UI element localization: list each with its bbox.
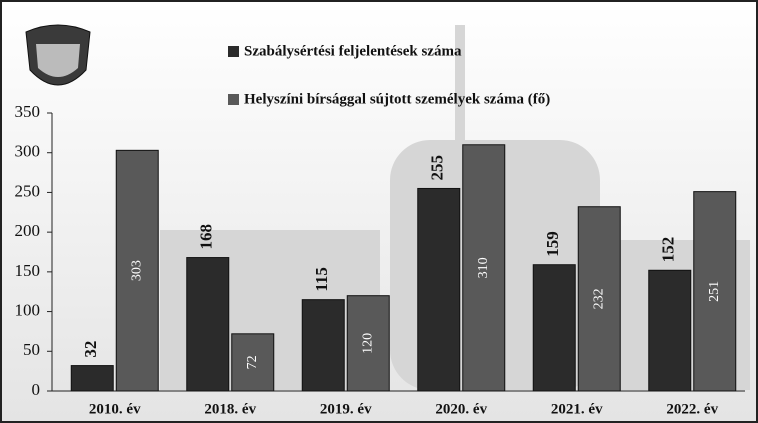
x-tick-label: 2019. év [320, 401, 372, 417]
y-tick-label: 200 [15, 221, 41, 240]
value-label: 120 [360, 333, 375, 354]
x-tick-label: 2020. év [435, 401, 487, 417]
chart: Szabálysértési feljelentések száma Helysz… [0, 0, 758, 423]
y-tick-label: 100 [15, 300, 41, 319]
value-label: 255 [428, 155, 447, 181]
x-tick-label: 2021. év [551, 401, 603, 417]
value-label: 232 [591, 288, 606, 309]
legend-label: Szabálysértési feljelentések száma [244, 43, 462, 59]
value-label: 303 [129, 260, 144, 281]
value-label: 152 [659, 237, 678, 263]
y-tick-label: 0 [32, 380, 41, 399]
value-label: 251 [707, 281, 722, 302]
value-label: 115 [312, 267, 331, 292]
bar [649, 270, 691, 391]
value-label: 310 [476, 257, 491, 278]
value-label: 72 [245, 355, 260, 369]
bar [187, 258, 229, 391]
page: Szabálysértési feljelentések száma Helysz… [0, 0, 758, 423]
y-tick-label: 300 [15, 142, 41, 161]
value-label: 32 [81, 341, 100, 358]
legend-swatch [228, 46, 239, 57]
bar [418, 188, 460, 391]
legend-swatch [228, 94, 239, 105]
bar [533, 265, 575, 391]
x-tick-label: 2018. év [204, 401, 256, 417]
y-tick-label: 250 [15, 181, 41, 200]
bar [302, 300, 344, 391]
legend-label: Helyszíni bírsággal sújtott személyek sz… [244, 91, 550, 107]
y-tick-label: 350 [15, 102, 41, 121]
y-tick-label: 50 [23, 340, 40, 359]
bar [71, 366, 113, 391]
x-tick-label: 2022. év [666, 401, 718, 417]
y-tick-label: 150 [15, 261, 41, 280]
value-label: 168 [197, 224, 216, 250]
x-tick-label: 2010. év [89, 401, 141, 417]
value-label: 159 [543, 231, 562, 257]
badge [26, 25, 90, 85]
